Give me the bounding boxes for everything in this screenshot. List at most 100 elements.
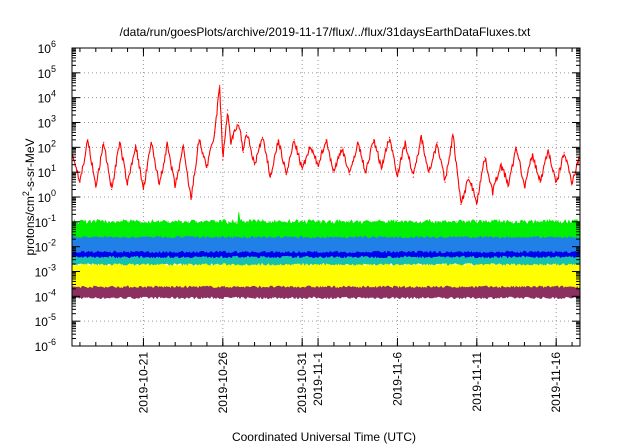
- y-tick-exponent: -5: [48, 312, 56, 322]
- x-tick-label: 2019-11-6: [390, 352, 404, 406]
- y-tick-base: 10: [38, 67, 52, 81]
- red-flux-point: [206, 166, 208, 168]
- y-tick-label: 10-2: [35, 238, 56, 255]
- y-tick-exponent: -3: [48, 263, 56, 273]
- y-tick-label: 10-5: [35, 312, 56, 329]
- y-tick-exponent: 5: [51, 64, 56, 74]
- red-flux-point: [230, 141, 232, 143]
- y-tick-label: 10-1: [35, 213, 56, 230]
- red-flux-point: [87, 139, 89, 141]
- y-tick-label: 102: [38, 138, 56, 155]
- y-tick-label: 10-3: [35, 263, 56, 280]
- red-flux-point: [134, 144, 137, 146]
- y-tick-exponent: -1: [48, 213, 56, 223]
- red-flux-point: [571, 181, 573, 183]
- red-flux-point: [404, 141, 406, 143]
- red-flux-point: [412, 176, 414, 178]
- red-flux-point: [126, 183, 129, 186]
- y-tick-exponent: 1: [51, 163, 56, 173]
- red-flux-point: [219, 84, 221, 86]
- red-flux-point: [246, 131, 248, 134]
- red-flux-point: [238, 121, 240, 124]
- y-tick-label: 100: [38, 188, 56, 205]
- y-tick-label: 104: [38, 89, 56, 106]
- y-tick-exponent: 0: [51, 188, 56, 198]
- red-flux-point: [523, 186, 526, 188]
- red-flux-point: [468, 176, 470, 178]
- red-flux-point: [507, 183, 510, 186]
- band-series-1: [71, 211, 580, 239]
- red-flux-point: [198, 139, 200, 141]
- red-flux-point: [357, 141, 359, 143]
- red-flux-point: [555, 183, 557, 186]
- red-flux-point: [388, 136, 391, 138]
- y-tick-base: 10: [35, 266, 49, 280]
- y-tick-base: 10: [35, 290, 49, 304]
- red-flux-point: [158, 183, 160, 186]
- red-flux-point: [563, 151, 565, 153]
- red-flux-point: [547, 149, 549, 151]
- x-tick-label: 2019-11-11: [470, 352, 484, 412]
- red-flux-point: [349, 174, 351, 176]
- red-flux-point: [539, 181, 541, 183]
- red-flux-point: [190, 198, 192, 201]
- red-flux-point: [95, 186, 97, 188]
- red-flux-point: [333, 171, 335, 173]
- red-flux-point: [460, 203, 462, 206]
- red-flux-point: [277, 139, 279, 141]
- red-flux-point: [396, 174, 399, 176]
- y-tick-label: 101: [38, 163, 56, 180]
- x-axis-label: Coordinated Universal Time (UTC): [232, 430, 416, 444]
- red-flux-point: [142, 188, 145, 191]
- x-tick-label: 2019-11-16: [549, 352, 563, 413]
- red-flux-point: [222, 159, 224, 161]
- red-flux-point: [269, 176, 272, 178]
- red-flux-point: [325, 139, 327, 141]
- red-flux-point: [226, 109, 229, 111]
- red-flux-point: [261, 136, 264, 138]
- y-tick-base: 10: [38, 191, 52, 205]
- y-tick-base: 10: [35, 216, 49, 230]
- red-flux-point: [476, 201, 478, 203]
- y-tick-base: 10: [38, 166, 52, 180]
- red-flux-point: [242, 151, 245, 153]
- red-flux-point: [214, 131, 216, 134]
- y-tick-base: 10: [38, 117, 52, 131]
- y-tick-base: 10: [38, 141, 52, 155]
- y-tick-base: 10: [38, 92, 52, 106]
- x-tick-label: 2019-10-26: [216, 352, 230, 414]
- red-flux-point: [174, 186, 176, 188]
- red-flux-point: [285, 174, 287, 176]
- y-tick-base: 10: [35, 315, 49, 329]
- red-flux-point: [301, 169, 303, 171]
- red-flux-line: [71, 86, 581, 206]
- y-tick-exponent: 6: [51, 39, 56, 49]
- red-flux-point: [111, 188, 113, 191]
- red-flux-point: [79, 181, 81, 183]
- red-flux-point: [373, 139, 375, 141]
- red-flux-point: [182, 146, 184, 148]
- y-tick-label: 106: [38, 39, 56, 56]
- red-flux-point: [515, 146, 518, 148]
- plot-area: [71, 47, 581, 347]
- red-flux-point: [365, 171, 367, 173]
- red-flux-point: [150, 141, 152, 143]
- y-tick-label: 105: [38, 64, 56, 81]
- x-tick-label: 2019-10-21: [136, 352, 150, 414]
- red-flux-point: [500, 164, 502, 166]
- band-series-5: [71, 260, 580, 289]
- y-tick-exponent: -6: [48, 337, 56, 347]
- y-tick-exponent: -2: [48, 238, 56, 248]
- red-flux-point: [380, 166, 383, 168]
- chart-title: /data/run/goesPlots/archive/2019-11-17/f…: [120, 25, 531, 39]
- y-tick-label: 103: [38, 114, 56, 131]
- y-tick-label: 10-6: [35, 337, 56, 354]
- y-tick-base: 10: [35, 241, 49, 255]
- y-tick-exponent: 3: [51, 114, 56, 124]
- red-flux-point: [444, 181, 446, 183]
- red-flux-point: [428, 171, 430, 173]
- y-tick-exponent: 4: [51, 89, 56, 99]
- red-flux-point: [103, 141, 105, 143]
- red-flux-point: [341, 146, 343, 148]
